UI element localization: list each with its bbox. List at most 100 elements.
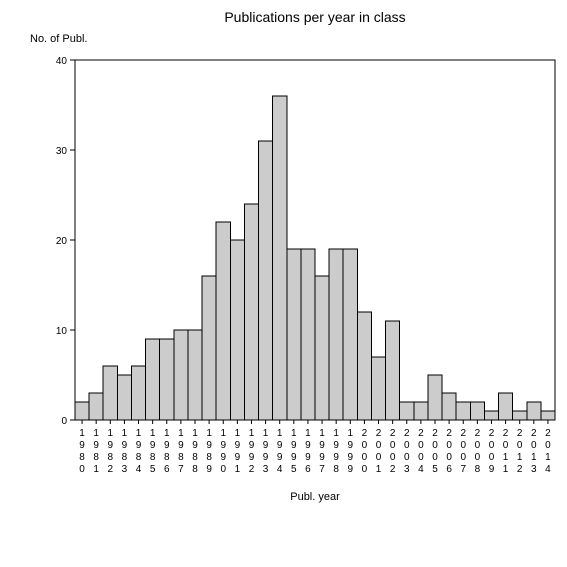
x-tick-char: 6 (305, 464, 311, 475)
bar (329, 249, 343, 420)
bar (174, 330, 188, 420)
x-tick-char: 9 (206, 440, 212, 451)
x-tick-label: 2008 (475, 420, 481, 475)
x-tick-char: 8 (206, 452, 212, 463)
x-tick-char: 7 (460, 464, 466, 475)
bar (315, 276, 329, 420)
x-tick-label: 1984 (136, 420, 142, 475)
x-tick-char: 1 (150, 428, 156, 439)
x-tick-label: 2012 (517, 420, 523, 475)
bar (259, 141, 273, 420)
x-tick-char: 0 (460, 452, 466, 463)
x-tick-char: 9 (291, 452, 297, 463)
x-tick-char: 0 (432, 440, 438, 451)
x-tick-char: 8 (178, 452, 184, 463)
x-tick-char: 9 (249, 452, 255, 463)
x-tick-char: 0 (376, 452, 382, 463)
bar (188, 330, 202, 420)
bar (131, 366, 145, 420)
x-tick-char: 0 (390, 452, 396, 463)
x-tick-char: 8 (108, 452, 114, 463)
x-tick-char: 0 (418, 440, 424, 451)
bar (216, 222, 230, 420)
x-tick-char: 0 (404, 452, 410, 463)
x-tick-char: 9 (192, 440, 198, 451)
x-tick-char: 1 (206, 428, 212, 439)
x-tick-char: 2 (404, 428, 410, 439)
x-tick-char: 0 (220, 464, 226, 475)
x-tick-char: 0 (432, 452, 438, 463)
x-tick-char: 9 (220, 440, 226, 451)
bar (386, 321, 400, 420)
x-tick-label: 1980 (79, 420, 85, 475)
x-tick-char: 2 (362, 428, 368, 439)
x-tick-char: 1 (503, 452, 509, 463)
x-tick-char: 1 (235, 464, 241, 475)
x-tick-char: 8 (164, 452, 170, 463)
x-tick-char: 9 (489, 464, 495, 475)
bar (456, 402, 470, 420)
x-tick-label: 1991 (235, 420, 241, 475)
x-tick-char: 2 (489, 428, 495, 439)
x-tick-char: 2 (390, 464, 396, 475)
x-tick-char: 3 (531, 464, 537, 475)
x-tick-char: 0 (475, 452, 481, 463)
x-tick-label: 1990 (220, 420, 226, 475)
x-tick-char: 2 (446, 428, 452, 439)
x-tick-char: 0 (446, 452, 452, 463)
x-tick-char: 9 (333, 440, 339, 451)
y-tick-label: 30 (56, 146, 68, 157)
x-tick-char: 2 (376, 428, 382, 439)
x-tick-label: 2004 (418, 420, 424, 475)
x-tick-label: 1986 (164, 420, 170, 475)
x-tick-char: 8 (79, 452, 85, 463)
x-tick-char: 9 (108, 440, 114, 451)
x-tick-char: 0 (446, 440, 452, 451)
x-tick-char: 8 (475, 464, 481, 475)
x-tick-char: 9 (348, 464, 354, 475)
x-tick-char: 1 (93, 464, 99, 475)
x-tick-char: 8 (122, 452, 128, 463)
x-tick-char: 2 (517, 428, 523, 439)
x-tick-char: 0 (362, 440, 368, 451)
x-tick-char: 2 (545, 428, 551, 439)
x-tick-char: 9 (291, 440, 297, 451)
x-tick-char: 2 (432, 428, 438, 439)
x-axis-label: Publ. year (290, 491, 340, 503)
x-tick-char: 1 (220, 428, 226, 439)
x-tick-char: 1 (291, 428, 297, 439)
x-tick-char: 0 (418, 452, 424, 463)
y-tick-label: 0 (61, 416, 67, 427)
bar (103, 366, 117, 420)
x-tick-char: 0 (475, 440, 481, 451)
x-tick-char: 9 (348, 452, 354, 463)
bar (146, 339, 160, 420)
x-tick-char: 0 (404, 440, 410, 451)
y-tick-label: 10 (56, 326, 68, 337)
bar (160, 339, 174, 420)
x-tick-char: 2 (460, 428, 466, 439)
bar (244, 204, 258, 420)
x-tick-char: 1 (333, 428, 339, 439)
x-tick-label: 1982 (108, 420, 114, 475)
x-tick-label: 1983 (122, 420, 128, 475)
x-tick-char: 2 (108, 464, 114, 475)
x-tick-char: 1 (79, 428, 85, 439)
x-tick-char: 1 (122, 428, 128, 439)
x-tick-char: 4 (545, 464, 551, 475)
x-tick-label: 1998 (333, 420, 339, 475)
x-tick-char: 0 (531, 440, 537, 451)
x-tick-label: 2001 (376, 420, 382, 475)
x-tick-char: 1 (192, 428, 198, 439)
x-tick-char: 2 (418, 428, 424, 439)
x-tick-char: 2 (517, 464, 523, 475)
x-tick-char: 9 (348, 440, 354, 451)
x-tick-char: 9 (150, 440, 156, 451)
x-tick-char: 1 (503, 464, 509, 475)
x-tick-char: 2 (249, 464, 255, 475)
x-tick-label: 1995 (291, 420, 297, 475)
x-tick-char: 9 (305, 452, 311, 463)
x-tick-char: 0 (390, 440, 396, 451)
x-tick-char: 0 (517, 440, 523, 451)
x-tick-char: 4 (277, 464, 283, 475)
